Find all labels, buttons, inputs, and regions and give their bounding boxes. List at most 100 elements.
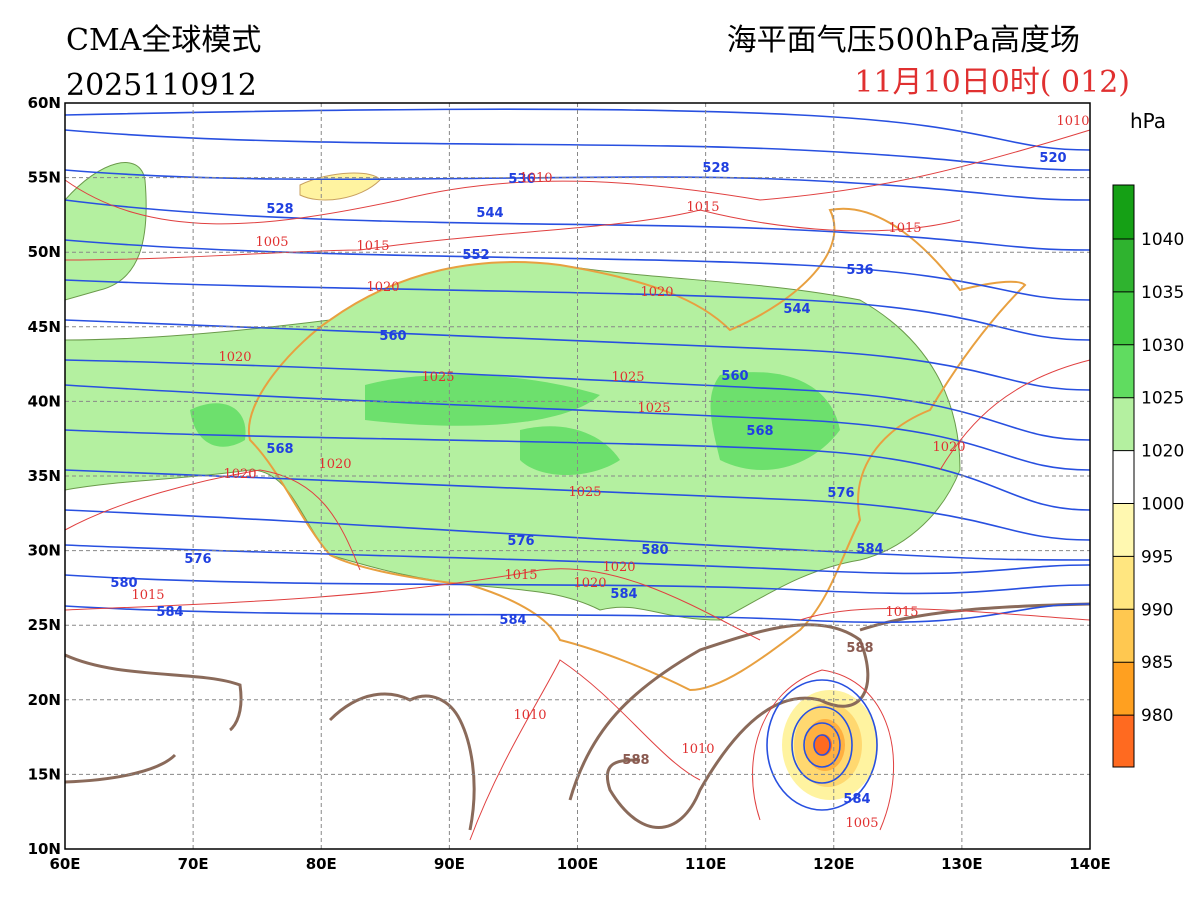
height-label: 568: [746, 424, 773, 439]
pressure-label: 1025: [637, 401, 670, 416]
height-label: 544: [783, 302, 810, 317]
height-label: 568: [266, 442, 293, 457]
height-line: [64, 129, 1091, 171]
colorbar-cell: [1113, 450, 1134, 504]
colorbar-label: 1030: [1141, 336, 1184, 356]
model-name: CMA全球模式: [66, 23, 261, 58]
colorbar-cell: [1113, 503, 1134, 557]
height-line: [64, 279, 1091, 341]
pressure-label: 1020: [573, 576, 606, 591]
colorbar-cell: [1113, 609, 1134, 663]
height-line: [64, 169, 1091, 201]
lat-label: 40N: [28, 392, 61, 410]
colorbar-label: 1020: [1141, 442, 1184, 462]
pressure-label: 1015: [885, 605, 918, 620]
lon-label: 70E: [178, 855, 209, 873]
pressure-label: 1015: [131, 588, 164, 603]
lat-label: 10N: [28, 840, 61, 858]
lon-label: 60E: [49, 855, 80, 873]
height-line: [64, 384, 1091, 471]
ridge-label: 588: [846, 641, 873, 656]
colorbar-label: 990: [1141, 600, 1173, 620]
height-line: [64, 429, 1091, 511]
colorbar-frame: [1112, 184, 1135, 768]
lon-label: 110E: [685, 855, 727, 873]
colorbar-cell: [1113, 556, 1134, 610]
colorbar-cell: [1113, 239, 1134, 292]
height-line: [64, 239, 1091, 301]
height-label: 584: [610, 587, 637, 602]
pressure-label: 1025: [611, 370, 644, 385]
lon-label: 80E: [306, 855, 337, 873]
height-label: 580: [641, 543, 668, 558]
lat-label: 55N: [28, 169, 61, 187]
height-label: 576: [827, 486, 854, 501]
height-label: 584: [856, 542, 883, 557]
map-title: 海平面气压500hPa高度场: [727, 23, 1080, 58]
height-line: [64, 509, 1091, 561]
height-label: 576: [184, 552, 211, 567]
height-line: [64, 544, 1091, 575]
height-label: 584: [156, 605, 183, 620]
colorbar-cell: [1113, 185, 1134, 239]
pressure-label: 1020: [223, 467, 256, 482]
ridge-label: 588: [622, 753, 649, 768]
pressure-label: 1025: [568, 485, 601, 500]
map-frame: [64, 102, 1091, 850]
lat-label: 15N: [28, 765, 61, 783]
pressure-label: 1015: [888, 221, 921, 236]
pressure-label: 1020: [602, 560, 635, 575]
colorbar-cell: [1113, 662, 1134, 716]
lat-label: 30N: [28, 542, 61, 560]
colorbar-cell: [1113, 715, 1134, 767]
typhoon-contours: [766, 679, 878, 811]
pressure-label: 1025: [421, 370, 454, 385]
lat-label: 50N: [28, 243, 61, 261]
valid-time: 11月10日0时( 012): [854, 65, 1130, 100]
height-label: 520: [1039, 151, 1066, 166]
height-label: 560: [721, 369, 748, 384]
height-line: [64, 574, 1091, 595]
colorbar-cell: [1113, 344, 1134, 398]
init-time: 2025110912: [66, 68, 257, 103]
height-line: [64, 359, 1091, 441]
colorbar-label: 995: [1141, 547, 1173, 567]
height-label: 536: [508, 172, 535, 187]
pressure-label: 1010: [681, 742, 714, 757]
pressure-label: 1015: [504, 568, 537, 583]
lat-label: 25N: [28, 616, 61, 634]
height-label: 528: [702, 161, 729, 176]
colorbar-label: 1000: [1141, 495, 1184, 515]
pressure-label: 1020: [218, 350, 251, 365]
pressure-label: 1020: [318, 457, 351, 472]
height-line: [64, 469, 1091, 541]
colorbar-unit: hPa: [1130, 109, 1166, 133]
height-label: 528: [266, 202, 293, 217]
colorbar-label: 1040: [1141, 230, 1184, 250]
pressure-label: 1015: [356, 239, 389, 254]
588-contours: [64, 602, 1091, 831]
lon-label: 90E: [434, 855, 465, 873]
colorbar: 1040 1035 1030 1025 1020 1000 995 990 985 980: [1112, 184, 1184, 768]
height-contours: [64, 108, 1091, 624]
height-line: [64, 108, 1091, 151]
country-borders: [247, 207, 1027, 692]
lon-label: 120E: [813, 855, 855, 873]
colorbar-label: 1035: [1141, 283, 1184, 303]
height-label: 560: [379, 329, 406, 344]
pressure-label: 1010: [1056, 114, 1089, 129]
lon-label: 100E: [557, 855, 599, 873]
lat-label: 45N: [28, 318, 61, 336]
colorbar-cell: [1113, 291, 1134, 345]
pressure-label: 1005: [845, 816, 878, 831]
colorbar-label: 985: [1141, 653, 1173, 673]
pressure-label: 1010: [519, 171, 552, 186]
colorbar-cell: [1113, 397, 1134, 451]
height-label: 552: [462, 248, 489, 263]
height-line: [64, 319, 1091, 391]
height-label: 584: [499, 613, 526, 628]
pressure-label: 1015: [686, 200, 719, 215]
pressure-label: 1020: [640, 285, 673, 300]
height-label: 584: [843, 792, 870, 807]
lon-label: 130E: [941, 855, 983, 873]
